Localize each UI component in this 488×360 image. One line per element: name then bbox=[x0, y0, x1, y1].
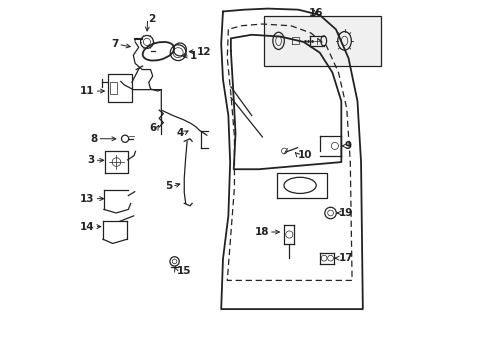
Text: 14: 14 bbox=[80, 222, 94, 231]
Bar bbox=[264, 16, 380, 66]
Text: 15: 15 bbox=[176, 266, 190, 276]
Text: 13: 13 bbox=[80, 194, 94, 204]
Text: 9: 9 bbox=[344, 141, 351, 151]
Text: 1: 1 bbox=[190, 50, 197, 60]
Text: 11: 11 bbox=[80, 86, 94, 96]
Text: 17: 17 bbox=[338, 253, 352, 263]
Text: 12: 12 bbox=[197, 46, 211, 57]
Text: 5: 5 bbox=[164, 181, 172, 192]
Text: 7: 7 bbox=[111, 40, 118, 49]
Text: 4: 4 bbox=[176, 129, 183, 138]
Text: 8: 8 bbox=[90, 134, 97, 144]
Text: 3: 3 bbox=[87, 155, 94, 165]
Text: 19: 19 bbox=[338, 208, 352, 218]
Text: 10: 10 bbox=[297, 150, 311, 160]
Bar bbox=[107, 74, 132, 102]
Text: 16: 16 bbox=[308, 8, 323, 18]
Text: 2: 2 bbox=[147, 14, 155, 24]
Bar bbox=[109, 82, 117, 94]
Text: 6: 6 bbox=[149, 123, 157, 133]
Text: 18: 18 bbox=[254, 227, 268, 237]
